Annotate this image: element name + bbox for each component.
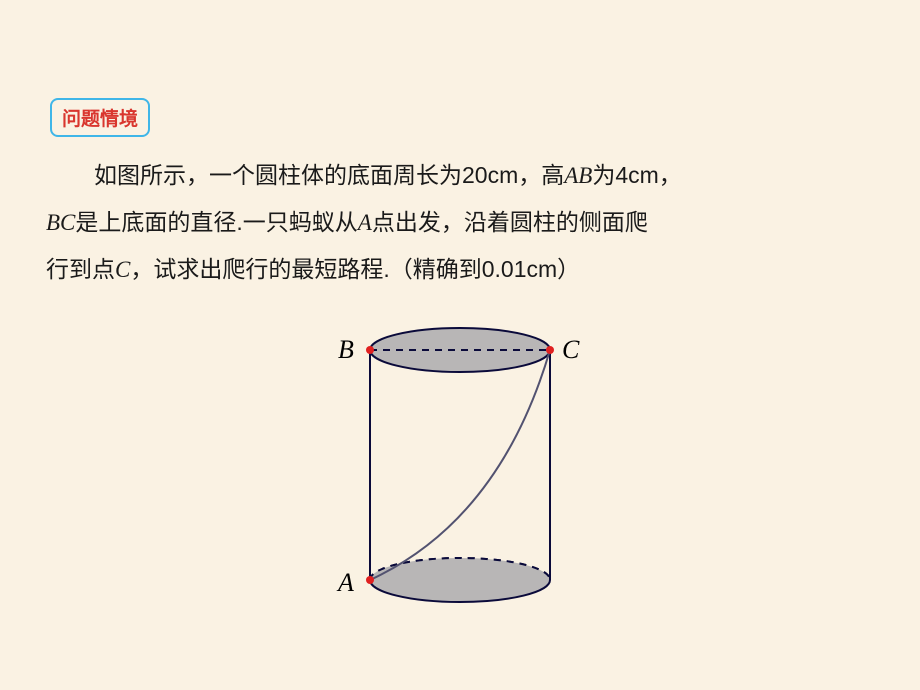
point-A-dot [366,576,374,584]
text-seg: 如图所示，一个圆柱体的底面周长为20cm，高 [94,162,564,188]
var-A: A [358,210,372,235]
point-C-dot [546,346,554,354]
problem-context-badge: 问题情境 [50,98,150,137]
var-C: C [115,257,130,282]
text-seg: 点出发，沿着圆柱的侧面爬 [372,209,648,235]
text-seg: 行到点 [46,256,115,282]
label-A: A [338,568,354,598]
var-BC: BC [46,210,75,235]
label-B: B [338,335,354,365]
text-seg: 为4cm， [592,162,681,188]
problem-statement: 如图所示，一个圆柱体的底面周长为20cm，高AB为4cm， BC是上底面的直径.… [46,152,876,293]
text-seg: 是上底面的直径.一只蚂蚁从 [75,209,357,235]
cylinder-figure: B C A [290,320,630,660]
var-AB: AB [564,163,592,188]
text-seg: ，试求出爬行的最短路程.（精确到0.01cm） [130,256,580,282]
cylinder-svg [290,320,630,660]
label-C: C [562,335,579,365]
point-B-dot [366,346,374,354]
ant-path-AC [370,350,550,580]
